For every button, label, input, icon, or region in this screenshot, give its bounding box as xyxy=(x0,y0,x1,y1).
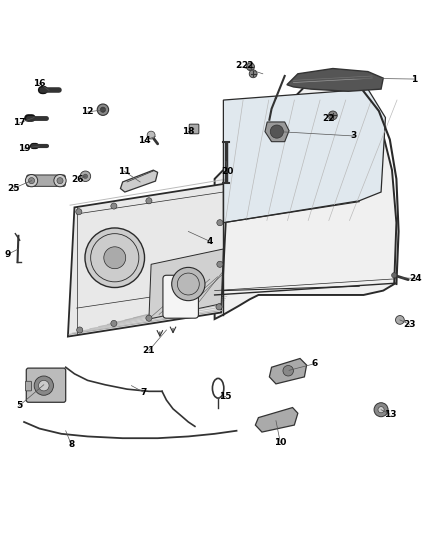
Circle shape xyxy=(283,366,293,376)
Circle shape xyxy=(83,174,88,179)
Circle shape xyxy=(57,177,63,184)
Text: 15: 15 xyxy=(219,392,232,401)
Polygon shape xyxy=(223,89,385,223)
Circle shape xyxy=(146,315,152,321)
FancyBboxPatch shape xyxy=(25,381,32,391)
Circle shape xyxy=(25,174,38,187)
Circle shape xyxy=(104,247,126,269)
FancyBboxPatch shape xyxy=(27,175,65,187)
Circle shape xyxy=(217,261,223,268)
Circle shape xyxy=(111,203,117,209)
Text: 4: 4 xyxy=(206,237,212,246)
Text: 25: 25 xyxy=(7,184,19,193)
Circle shape xyxy=(34,376,53,395)
Text: 16: 16 xyxy=(33,79,46,88)
Text: 21: 21 xyxy=(143,346,155,355)
Circle shape xyxy=(147,131,155,139)
Polygon shape xyxy=(255,408,298,432)
Polygon shape xyxy=(120,170,158,192)
Text: 2: 2 xyxy=(236,61,242,70)
Text: 20: 20 xyxy=(222,166,234,175)
Text: 1: 1 xyxy=(411,75,417,84)
Text: 11: 11 xyxy=(118,166,130,175)
Text: 14: 14 xyxy=(138,136,151,145)
Circle shape xyxy=(378,407,384,413)
Circle shape xyxy=(80,171,91,182)
Polygon shape xyxy=(149,249,223,319)
Text: 7: 7 xyxy=(141,387,147,397)
Circle shape xyxy=(77,327,83,333)
Text: 24: 24 xyxy=(409,274,421,283)
Text: 18: 18 xyxy=(182,127,194,136)
Circle shape xyxy=(328,111,337,120)
Text: 22: 22 xyxy=(322,114,335,123)
Circle shape xyxy=(374,403,388,417)
FancyBboxPatch shape xyxy=(26,368,66,402)
Circle shape xyxy=(216,304,222,310)
Polygon shape xyxy=(215,85,396,319)
Circle shape xyxy=(39,381,49,391)
Text: 13: 13 xyxy=(384,409,396,418)
Text: 3: 3 xyxy=(351,132,357,141)
Circle shape xyxy=(270,125,283,138)
Circle shape xyxy=(97,104,109,115)
Circle shape xyxy=(146,198,152,204)
Text: 26: 26 xyxy=(72,175,84,184)
Polygon shape xyxy=(287,69,383,91)
Polygon shape xyxy=(269,359,307,384)
Text: 8: 8 xyxy=(68,440,74,449)
Circle shape xyxy=(249,70,257,78)
Text: 5: 5 xyxy=(17,401,23,410)
Circle shape xyxy=(172,268,205,301)
Circle shape xyxy=(247,63,254,71)
Text: 17: 17 xyxy=(14,118,26,127)
Circle shape xyxy=(76,209,82,215)
Circle shape xyxy=(28,177,35,184)
Circle shape xyxy=(111,320,117,327)
Text: 12: 12 xyxy=(81,107,94,116)
Circle shape xyxy=(396,316,404,324)
Circle shape xyxy=(85,228,145,287)
Text: 10: 10 xyxy=(274,438,286,447)
FancyBboxPatch shape xyxy=(189,124,199,134)
Text: 6: 6 xyxy=(311,359,318,368)
Text: 22: 22 xyxy=(241,61,254,70)
Polygon shape xyxy=(265,122,289,142)
Text: 23: 23 xyxy=(403,320,416,329)
Polygon shape xyxy=(68,183,228,336)
Circle shape xyxy=(54,174,66,187)
Circle shape xyxy=(217,220,223,226)
Text: 9: 9 xyxy=(5,250,11,259)
Circle shape xyxy=(100,107,106,112)
Text: 19: 19 xyxy=(18,144,30,153)
FancyBboxPatch shape xyxy=(163,275,198,318)
Circle shape xyxy=(392,273,397,278)
